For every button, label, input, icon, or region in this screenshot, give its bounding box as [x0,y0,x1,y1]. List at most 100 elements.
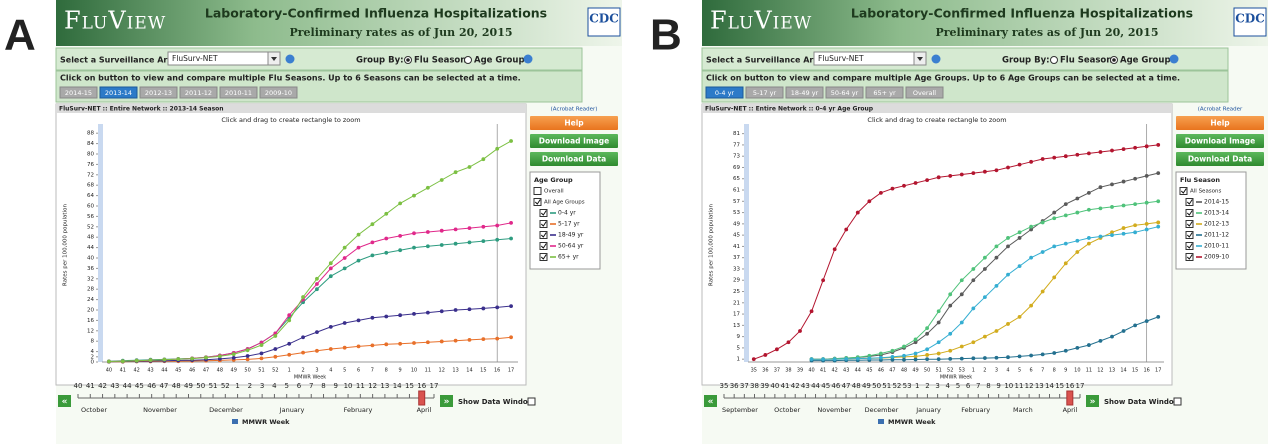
data-point[interactable] [301,350,305,355]
data-point[interactable] [328,325,333,329]
data-point[interactable] [913,181,918,185]
data-point[interactable] [1052,351,1057,355]
data-point[interactable] [1075,238,1080,243]
data-point[interactable] [439,339,444,344]
data-point[interactable] [370,315,375,320]
data-point[interactable] [384,314,389,319]
acrobat-link[interactable]: (Acrobat Reader [1198,107,1243,113]
data-point[interactable] [1156,171,1161,176]
checkbox[interactable] [539,242,548,250]
data-point[interactable] [936,309,941,314]
data-point[interactable] [287,341,292,346]
data-point[interactable] [1144,200,1149,205]
data-point[interactable] [832,247,837,252]
data-point[interactable] [1017,236,1022,240]
data-point[interactable] [994,244,999,249]
data-point[interactable] [913,354,918,359]
checkbox[interactable] [1179,187,1188,195]
data-point[interactable] [1075,152,1080,157]
data-point[interactable] [1156,143,1161,147]
data-point[interactable] [509,139,513,143]
data-point[interactable] [1006,236,1010,240]
data-point[interactable] [948,356,953,361]
checkbox[interactable] [1185,231,1194,239]
data-point[interactable] [1156,220,1161,225]
data-point[interactable] [1029,303,1034,308]
data-point[interactable] [315,348,319,353]
data-point[interactable] [982,334,987,339]
checkbox[interactable] [539,220,548,228]
data-point[interactable] [1006,272,1010,277]
checkbox[interactable] [539,253,548,261]
data-point[interactable] [342,256,347,260]
slider-arrow-button[interactable]: « [704,395,717,407]
data-point[interactable] [1144,319,1149,324]
data-point[interactable] [982,356,987,360]
data-point[interactable] [384,236,389,241]
data-point[interactable] [1121,147,1126,152]
data-point[interactable] [245,357,250,362]
data-point[interactable] [1121,231,1126,236]
data-point[interactable] [1075,210,1080,215]
data-point[interactable] [925,326,930,331]
data-point[interactable] [134,358,139,363]
data-point[interactable] [890,357,895,362]
data-point[interactable] [1156,199,1161,204]
data-point[interactable] [412,231,416,236]
data-point[interactable] [1144,221,1149,226]
data-point[interactable] [259,343,264,347]
data-point[interactable] [1110,148,1114,153]
data-point[interactable] [948,348,953,353]
group-option[interactable]: Age Group [464,56,525,66]
checkbox[interactable] [1185,253,1194,261]
data-point[interactable] [287,352,292,357]
sidebar-button[interactable]: Help [530,116,618,130]
data-point[interactable] [287,318,292,323]
checkbox[interactable] [533,198,542,206]
data-point[interactable] [176,357,181,362]
data-point[interactable] [982,267,987,271]
data-point[interactable] [509,335,513,340]
data-point[interactable] [328,347,333,351]
data-point[interactable] [763,353,768,357]
group-option[interactable]: Flu Season [1050,56,1113,66]
sidebar-button[interactable]: Help [1176,116,1264,130]
data-point[interactable] [217,354,222,359]
data-point[interactable] [356,318,361,323]
data-point[interactable] [342,266,347,271]
data-point[interactable] [1098,150,1103,154]
data-point[interactable] [481,337,486,342]
data-point[interactable] [425,310,430,315]
data-point[interactable] [809,309,814,314]
data-point[interactable] [913,340,918,345]
data-point[interactable] [855,210,860,215]
data-point[interactable] [467,240,472,245]
data-point[interactable] [1029,255,1034,260]
season-tab[interactable]: 50-64 yr [825,86,864,99]
data-point[interactable] [925,357,930,362]
data-point[interactable] [287,313,292,318]
data-point[interactable] [453,308,458,312]
data-point[interactable] [301,335,305,340]
data-point[interactable] [1006,322,1010,326]
data-point[interactable] [412,193,416,198]
data-point[interactable] [315,330,319,334]
data-point[interactable] [982,295,987,300]
data-point[interactable] [1029,224,1034,229]
checkbox[interactable] [533,187,542,195]
data-point[interactable] [959,292,964,297]
data-point[interactable] [925,331,930,336]
data-point[interactable] [1063,213,1068,218]
data-point[interactable] [481,224,486,229]
data-point[interactable] [342,345,347,350]
data-point[interactable] [971,171,976,176]
data-point[interactable] [356,344,361,349]
data-point[interactable] [936,340,941,345]
data-point[interactable] [1017,314,1022,319]
data-point[interactable] [495,146,500,151]
data-point[interactable] [774,347,779,352]
data-point[interactable] [1063,202,1068,207]
data-point[interactable] [936,320,941,325]
data-point[interactable] [495,305,500,310]
season-tab[interactable]: 65+ yr [865,86,904,99]
